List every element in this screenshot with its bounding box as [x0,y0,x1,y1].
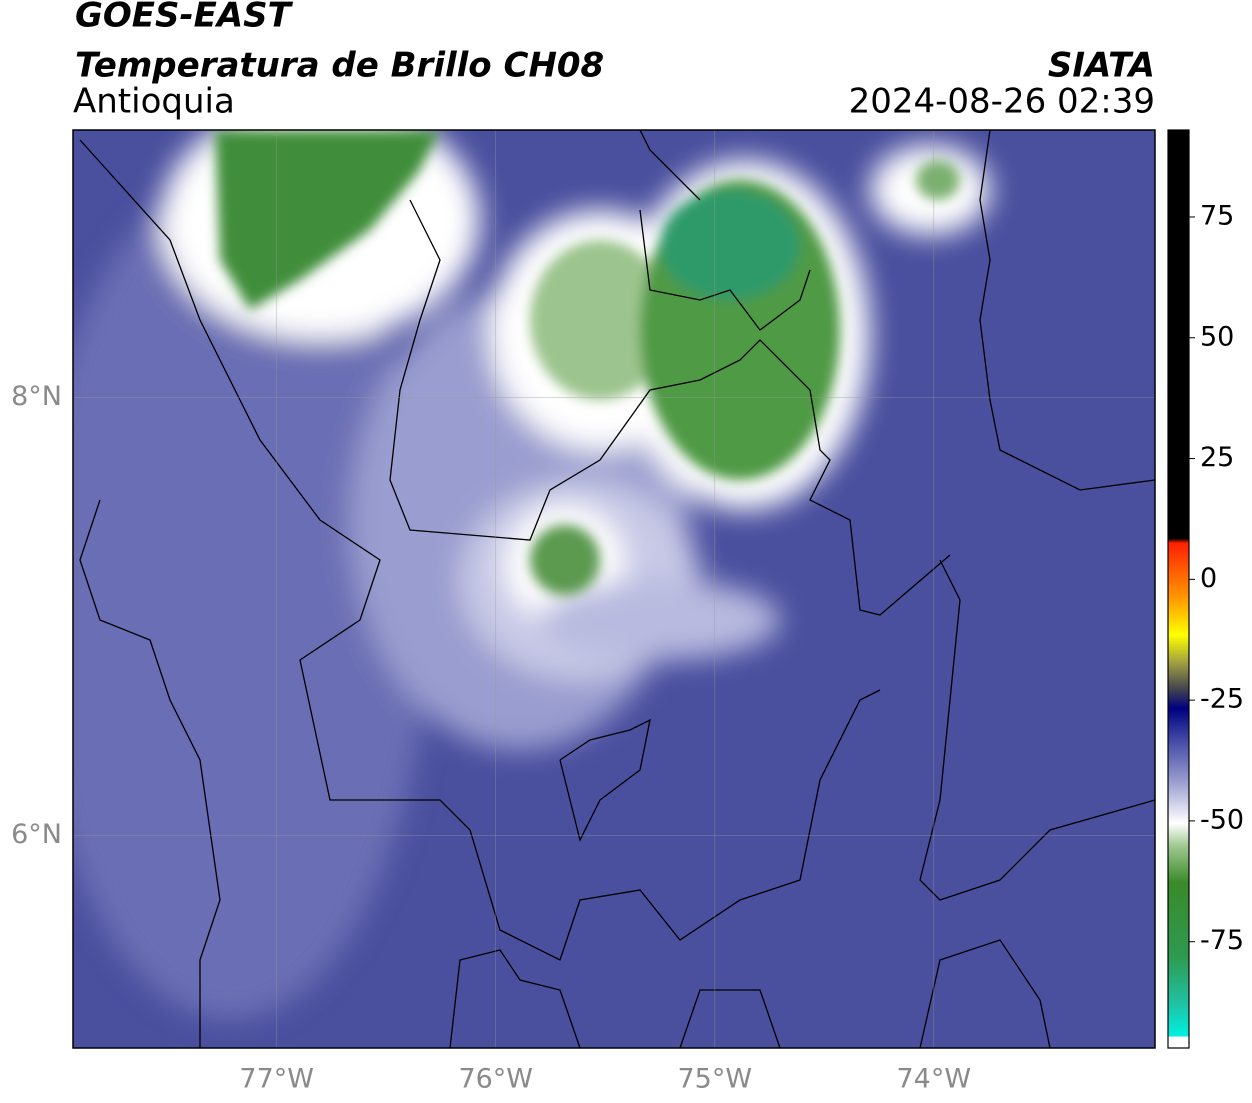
source: SIATA [1048,46,1155,86]
colorbar-tick-label: 0 [1200,563,1217,594]
lon-tick-label: 77°W [239,1064,314,1095]
colorbar-tick-label: -75 [1200,925,1244,956]
title: GOES-EAST [75,0,294,36]
colorbar-tick-label: 75 [1200,200,1234,231]
lon-tick-label: 74°W [897,1064,972,1095]
graticule [73,130,1155,1048]
lon-tick-label: 75°W [677,1064,752,1095]
lat-tick-label: 8°N [11,381,62,412]
region: Antioquia [73,82,235,122]
lon-tick-label: 76°W [458,1064,533,1095]
colorbar-tick-label: -50 [1200,804,1244,835]
satellite-image [73,130,1155,1048]
colorbar [1167,129,1190,1049]
colorbar-tick-label: 25 [1200,442,1234,473]
timestamp: 2024-08-26 02:39 [849,82,1155,122]
lat-tick-label: 6°N [11,819,62,850]
map-frame [72,129,1156,1049]
subtitle: Temperatura de Brillo CH08 [75,46,604,86]
colorbar-tick-label: 50 [1200,321,1234,352]
colorbar-tick-label: -25 [1200,684,1244,715]
